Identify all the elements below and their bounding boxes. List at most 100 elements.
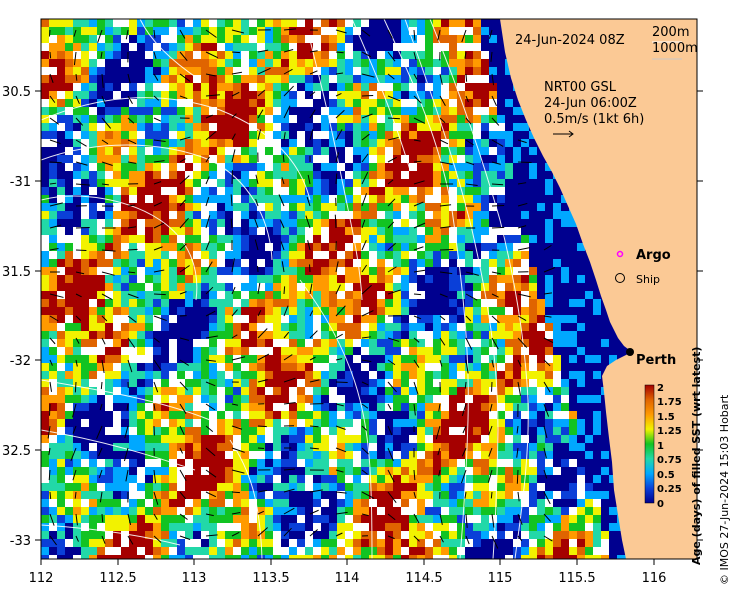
sst-age-cell	[121, 507, 129, 515]
sst-age-cell	[385, 139, 393, 147]
sst-age-cell	[313, 99, 321, 107]
sst-age-cell	[169, 451, 177, 459]
sst-age-cell	[369, 179, 377, 187]
current-vector	[101, 249, 116, 252]
sst-age-cell	[433, 539, 441, 547]
current-vector	[465, 95, 469, 103]
sst-age-cell	[185, 275, 193, 283]
sst-age-cell	[97, 451, 105, 459]
sst-age-cell	[145, 539, 153, 547]
sst-age-cell	[353, 99, 361, 107]
sst-age-cell	[241, 267, 249, 275]
sst-age-cell	[433, 299, 441, 307]
sst-age-cell	[161, 435, 169, 443]
sst-age-cell	[305, 555, 313, 559]
sst-age-cell	[185, 363, 193, 371]
sst-age-cell	[193, 523, 201, 531]
current-vector	[335, 72, 344, 75]
sst-age-cell	[129, 227, 137, 235]
sst-age-cell	[209, 475, 217, 483]
sst-age-cell	[169, 395, 177, 403]
sst-age-cell	[433, 411, 441, 419]
sst-age-cell	[121, 187, 129, 195]
sst-age-cell	[73, 259, 81, 267]
sst-age-cell	[593, 363, 601, 371]
sst-age-cell	[185, 523, 193, 531]
sst-age-cell	[41, 499, 49, 507]
sst-age-cell	[257, 379, 265, 387]
sst-age-cell	[353, 523, 361, 531]
sst-age-cell	[137, 363, 145, 371]
sst-age-cell	[505, 275, 513, 283]
sst-age-cell	[553, 363, 561, 371]
current-vector	[49, 293, 64, 298]
sst-age-cell	[537, 403, 545, 411]
sst-age-cell	[345, 491, 353, 499]
sst-age-cell	[473, 259, 481, 267]
sst-age-cell	[545, 483, 553, 491]
sst-age-cell	[129, 35, 137, 43]
sst-age-cell	[177, 315, 185, 323]
sst-age-cell	[401, 411, 409, 419]
sst-age-cell	[409, 427, 417, 435]
sst-age-cell	[89, 299, 97, 307]
sst-age-cell	[193, 419, 201, 427]
sst-age-cell	[73, 379, 81, 387]
sst-age-cell	[265, 323, 273, 331]
sst-age-cell	[209, 419, 217, 427]
sst-age-cell	[377, 19, 385, 27]
sst-age-cell	[105, 291, 113, 299]
current-vector	[413, 293, 422, 296]
sst-age-cell	[593, 555, 601, 559]
sst-age-cell	[313, 371, 321, 379]
sst-age-cell	[65, 267, 73, 275]
sst-age-cell	[321, 555, 329, 559]
sst-age-cell	[265, 507, 273, 515]
sst-age-cell	[417, 235, 425, 243]
sst-age-cell	[217, 339, 225, 347]
sst-age-cell	[97, 243, 105, 251]
sst-age-cell	[185, 507, 193, 515]
sst-age-cell	[465, 427, 473, 435]
sst-age-cell	[281, 371, 289, 379]
sst-age-cell	[489, 539, 497, 547]
current-vector	[413, 117, 426, 124]
sst-age-cell	[225, 75, 233, 83]
sst-age-cell	[185, 139, 193, 147]
sst-age-cell	[329, 19, 337, 27]
sst-age-cell	[121, 91, 129, 99]
sst-age-cell	[249, 83, 257, 91]
sst-age-cell	[353, 491, 361, 499]
sst-age-cell	[313, 387, 321, 395]
sst-age-cell	[257, 347, 265, 355]
sst-age-cell	[289, 363, 297, 371]
sst-age-cell	[457, 219, 465, 227]
sst-age-cell	[273, 419, 281, 427]
sst-age-cell	[225, 555, 233, 559]
sst-age-cell	[217, 235, 225, 243]
sst-age-cell	[265, 291, 273, 299]
sst-age-cell	[585, 491, 593, 499]
sst-age-cell	[393, 155, 401, 163]
sst-age-cell	[537, 203, 545, 211]
sst-age-cell	[305, 19, 313, 27]
sst-age-cell	[385, 195, 393, 203]
sst-age-cell	[81, 363, 89, 371]
sst-age-cell	[193, 515, 201, 523]
sst-age-cell	[193, 267, 201, 275]
current-vector	[75, 226, 90, 229]
sst-age-cell	[65, 67, 73, 75]
sst-age-cell	[473, 243, 481, 251]
sst-age-cell	[145, 419, 153, 427]
sst-age-cell	[393, 323, 401, 331]
sst-age-cell	[153, 99, 161, 107]
sst-age-cell	[249, 259, 257, 267]
sst-age-cell	[113, 355, 121, 363]
current-vector	[75, 315, 82, 321]
sst-age-cell	[425, 91, 433, 99]
sst-age-cell	[585, 403, 593, 411]
sst-age-cell	[297, 363, 305, 371]
current-vector	[437, 29, 441, 41]
sst-age-cell	[153, 395, 161, 403]
sst-age-cell	[617, 547, 625, 555]
